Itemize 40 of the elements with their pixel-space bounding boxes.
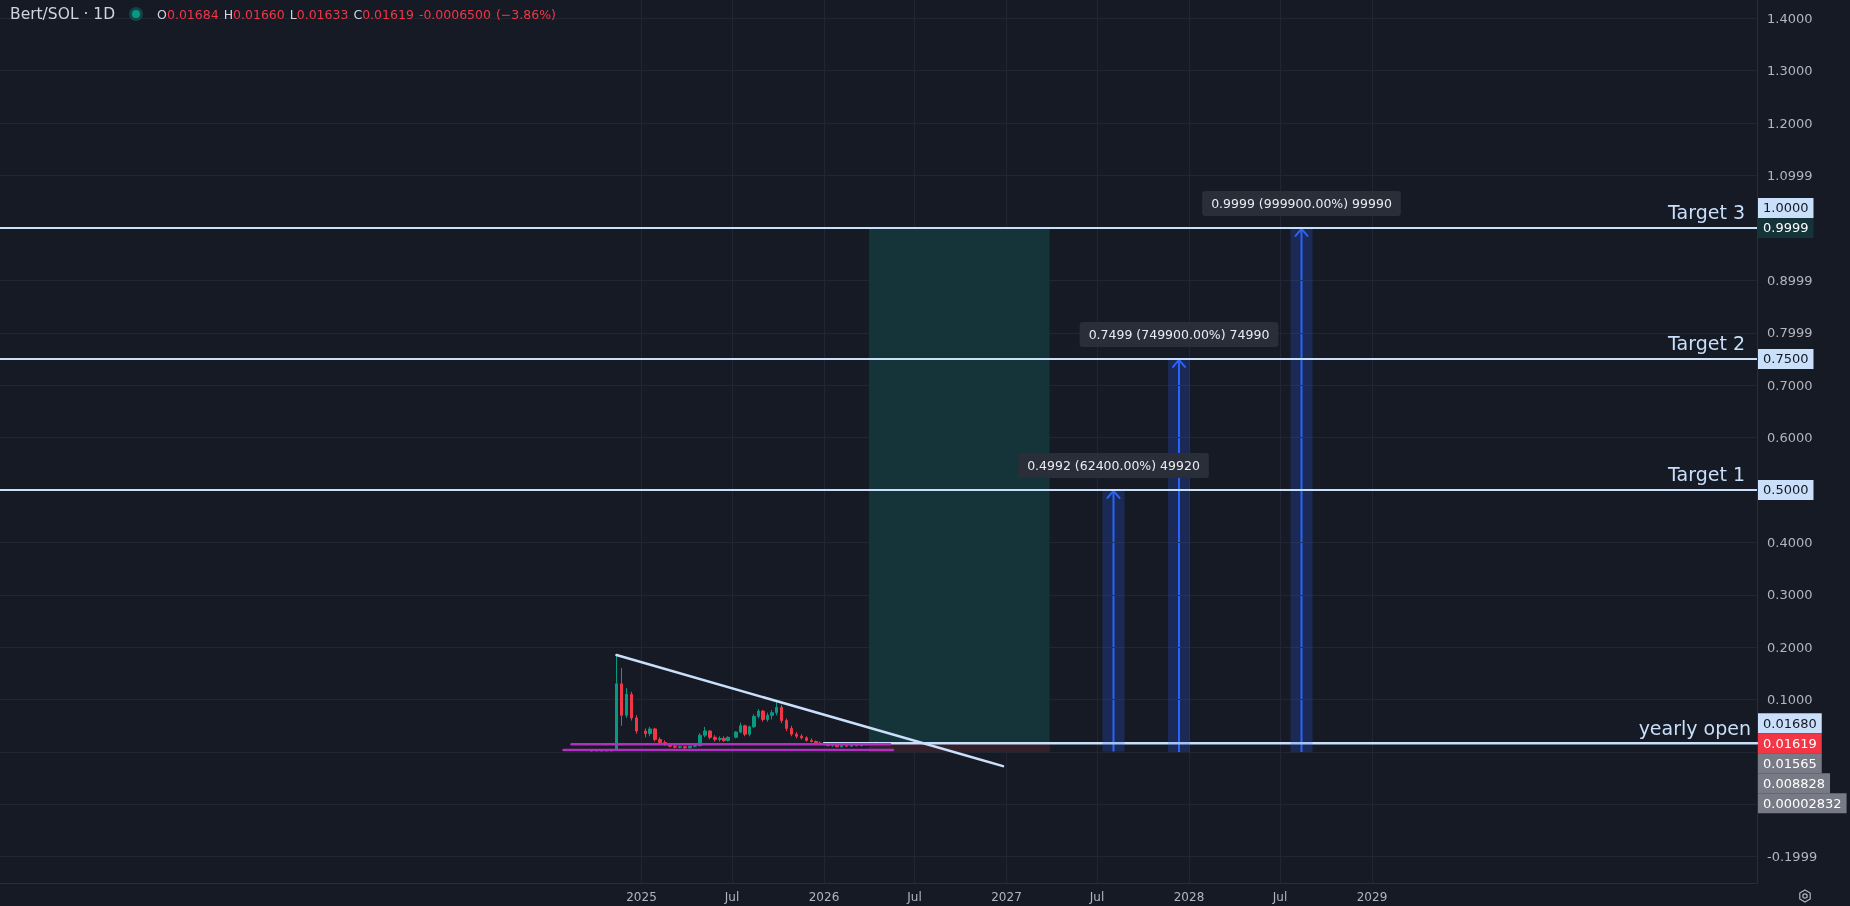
y-tick-label: 0.7999 — [1767, 325, 1813, 341]
y-tick-label: 1.3000 — [1767, 63, 1813, 79]
text: 0.00002832 — [1763, 795, 1842, 811]
annotation: 0.01680 — [1763, 715, 1817, 731]
annotation: 0.01619 — [1763, 735, 1817, 751]
x-tick-label: 2029 — [1356, 890, 1388, 904]
x-tick-label: Jul — [906, 890, 922, 904]
y-tick-label: 1.4000 — [1767, 10, 1813, 26]
y-tick-label: 0.4000 — [1767, 534, 1813, 550]
data-label: 0.4992 (62400.00%) 49920 — [1027, 457, 1200, 473]
x-tick-label: 2025 — [626, 890, 657, 904]
data-label: 0.7499 (749900.00%) 74990 — [1088, 326, 1270, 342]
y-tick-label: 0.8999 — [1767, 272, 1813, 288]
chart-title: Bert/SOL · 1D — [10, 5, 116, 23]
y-tick-label: 1.2000 — [1767, 115, 1813, 131]
legend-label: yearly open — [1638, 716, 1751, 739]
y-tick-label: 1.0999 — [1767, 168, 1813, 184]
annotation: 0.7500 — [1763, 351, 1809, 367]
ref-line-label: Target 2 — [1667, 332, 1745, 355]
y-tick-label: -0.1999 — [1767, 849, 1818, 865]
x-tick-label: Jul — [723, 890, 740, 904]
x-tick-label: 2026 — [808, 890, 840, 904]
data-label: 0.9999 (999900.00%) 99990 — [1211, 195, 1392, 211]
x-tick-label: 2028 — [1173, 890, 1205, 904]
annotation: 0.5000 — [1763, 482, 1809, 498]
y-tick-label: 0.3000 — [1767, 587, 1813, 603]
y-tick-label: 0.6000 — [1767, 430, 1813, 446]
text: O0.01684 H0.01660 L0.01633 C0.01619 -0.0006500 (−3.86%) — [157, 6, 556, 22]
x-tick-label: 2027 — [991, 890, 1022, 904]
ref-line-label: Target 1 — [1667, 463, 1745, 486]
annotation: 0.9999 — [1763, 220, 1809, 236]
x-tick-label: Jul — [1088, 890, 1105, 904]
y-tick-label: 0.2000 — [1767, 639, 1813, 655]
annotation: 1.0000 — [1763, 200, 1809, 216]
x-tick-label: Jul — [1271, 890, 1288, 904]
annotation: 0.008828 — [1763, 775, 1826, 791]
annotation: 0.01565 — [1763, 755, 1817, 771]
y-tick-label: 0.7000 — [1767, 377, 1813, 393]
y-tick-label: 0.1000 — [1767, 692, 1813, 708]
ref-line-label: Target 3 — [1667, 201, 1745, 224]
